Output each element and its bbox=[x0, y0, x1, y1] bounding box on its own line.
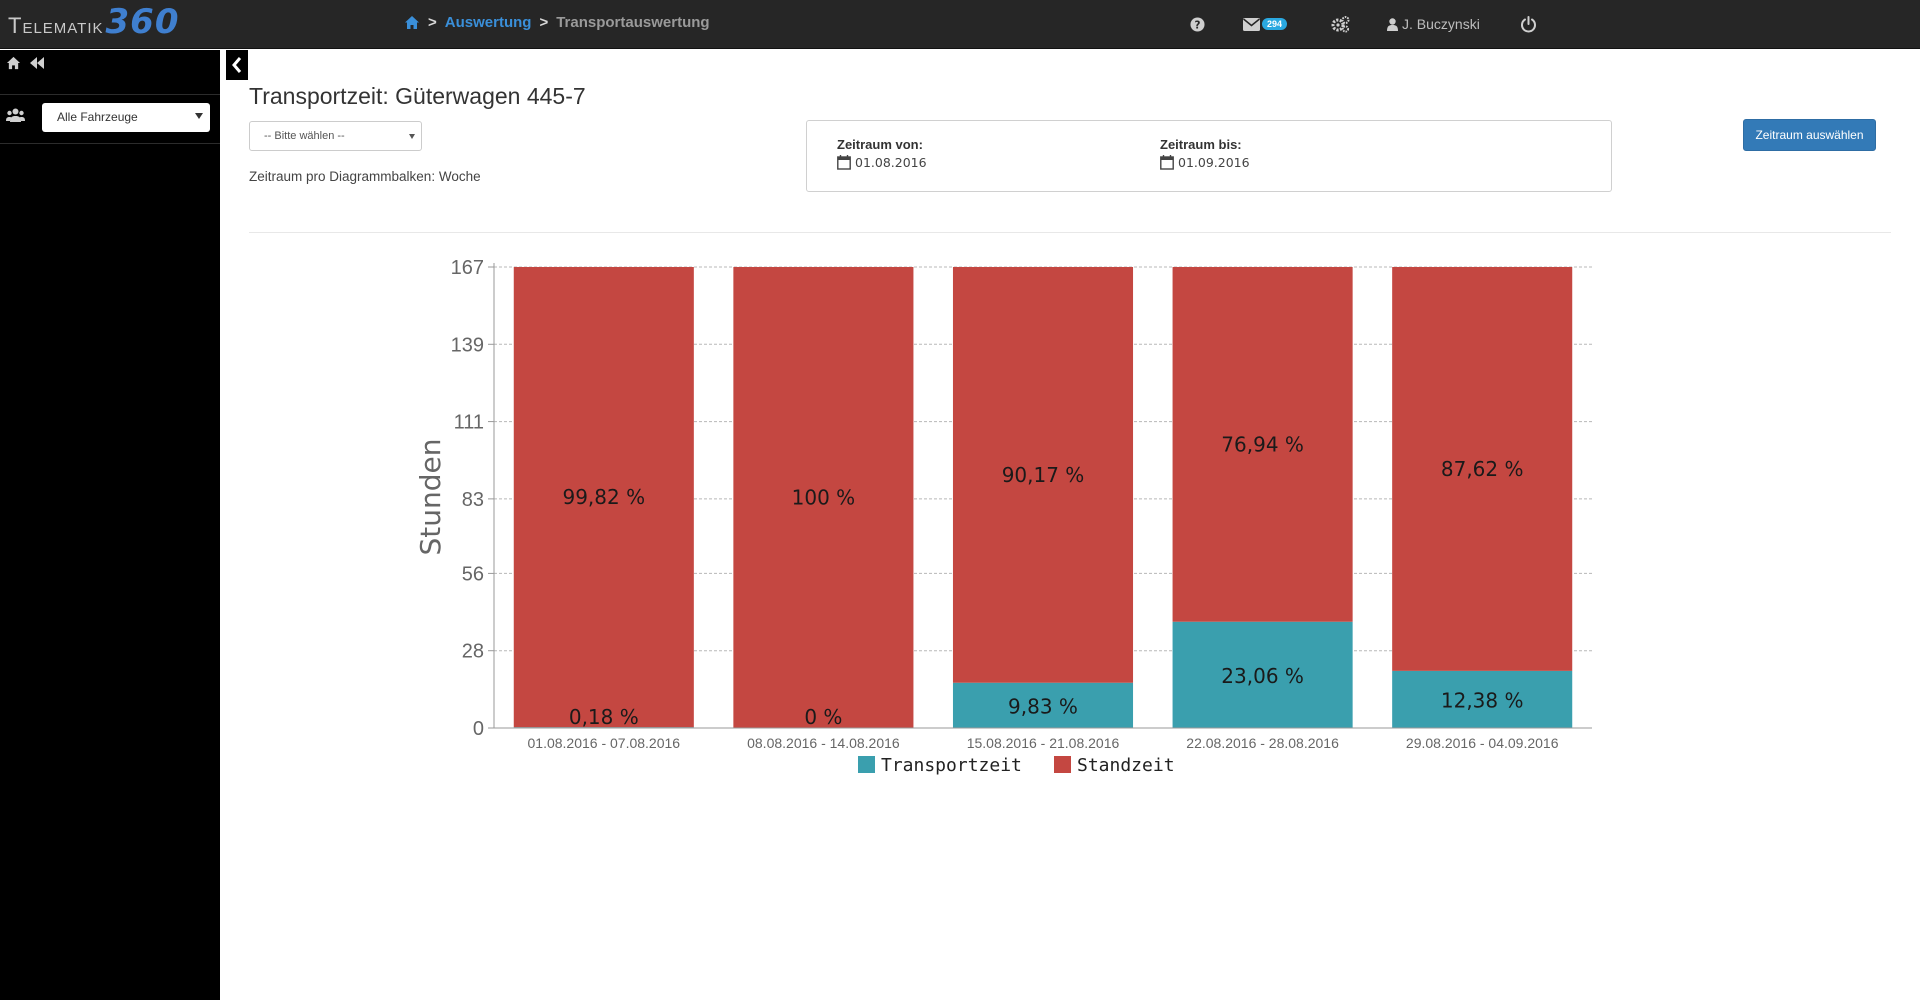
y-tick-label: 111 bbox=[454, 412, 484, 434]
messages-button[interactable]: 294 bbox=[1243, 12, 1288, 36]
transport-time-chart: 0 28 56 83 111 139 167 Stunden 0,18 % 99,82 % 01.0… bbox=[414, 257, 1592, 776]
bar-segment-transportzeit bbox=[952, 682, 1134, 728]
data-label: 90,17 % bbox=[1002, 463, 1085, 487]
date-from: Zeitraum von: 01.08.2016 bbox=[837, 137, 927, 170]
envelope-icon[interactable] bbox=[1243, 17, 1260, 31]
vehicle-select-value: Alle Fahrzeuge bbox=[57, 110, 138, 124]
x-tick-label: 22.08.2016 - 28.08.2016 bbox=[1186, 735, 1339, 751]
legend-label: Standzeit bbox=[1077, 755, 1175, 776]
logout-button[interactable] bbox=[1520, 12, 1537, 36]
logo-text: Telematik bbox=[8, 13, 104, 38]
bar-segment-standzeit bbox=[1392, 267, 1573, 671]
power-icon[interactable] bbox=[1520, 15, 1537, 33]
data-label: 23,06 % bbox=[1221, 664, 1304, 688]
breadcrumb-current: Transportauswertung bbox=[556, 14, 710, 31]
period-info: Zeitraum pro Diagrammbalken: Woche bbox=[249, 169, 481, 184]
legend-label: Transportzeit bbox=[881, 755, 1022, 776]
page-title: Transportzeit: Güterwagen 445-7 bbox=[249, 83, 586, 109]
calendar-icon bbox=[1160, 155, 1174, 170]
help-button[interactable]: ? bbox=[1190, 12, 1205, 36]
y-tick-label: 167 bbox=[451, 257, 484, 279]
content-divider bbox=[249, 232, 1891, 233]
data-label: 87,62 % bbox=[1441, 457, 1524, 481]
y-tick-label: 28 bbox=[462, 641, 484, 663]
data-label: 0,18 % bbox=[569, 705, 639, 729]
breadcrumb: > Auswertung > Transportauswertung bbox=[404, 14, 710, 31]
data-label: 76,94 % bbox=[1221, 432, 1304, 456]
username[interactable]: J. Buczynski bbox=[1402, 16, 1480, 32]
date-from-value: 01.08.2016 bbox=[855, 155, 927, 170]
breadcrumb-separator: > bbox=[428, 14, 437, 31]
legend-swatch bbox=[1054, 756, 1071, 773]
settings-button[interactable] bbox=[1331, 12, 1350, 36]
caret-down-icon bbox=[409, 134, 415, 139]
date-range-panel: Zeitraum von: 01.08.2016 Zeitraum bis: 0… bbox=[806, 120, 1612, 192]
message-count-badge: 294 bbox=[1262, 18, 1288, 30]
category-select-placeholder: -- Bitte wählen -- bbox=[264, 130, 345, 142]
bar-segment-standzeit bbox=[1172, 267, 1353, 622]
date-to-value: 01.09.2016 bbox=[1178, 155, 1250, 170]
x-tick-label: 08.08.2016 - 14.08.2016 bbox=[747, 735, 900, 751]
sidebar: Alle Fahrzeuge bbox=[0, 50, 220, 1000]
sidebar-collapse-toggle[interactable] bbox=[226, 50, 248, 80]
select-period-button[interactable]: Zeitraum auswählen bbox=[1743, 119, 1876, 151]
y-axis-label: Stunden bbox=[414, 439, 447, 556]
vehicle-select[interactable]: Alle Fahrzeuge bbox=[42, 103, 210, 132]
double-chevron-left-icon[interactable] bbox=[29, 56, 45, 70]
x-tick-label: 01.08.2016 - 07.08.2016 bbox=[528, 735, 681, 751]
data-label: 12,38 % bbox=[1441, 688, 1524, 712]
caret-down-icon bbox=[195, 113, 203, 119]
top-navbar: Telematik 360 > Auswertung > Transportau… bbox=[0, 0, 1920, 49]
calendar-icon bbox=[837, 155, 851, 170]
users-icon bbox=[6, 108, 25, 122]
sidebar-divider bbox=[0, 143, 220, 144]
breadcrumb-link-auswertung[interactable]: Auswertung bbox=[444, 14, 532, 31]
bar-segment-standzeit bbox=[952, 267, 1134, 683]
chevron-left-icon bbox=[232, 57, 242, 73]
logo-number: 360 bbox=[105, 2, 180, 42]
date-from-label: Zeitraum von: bbox=[837, 137, 923, 152]
date-to: Zeitraum bis: 01.09.2016 bbox=[1160, 137, 1250, 170]
bar-segment-transportzeit bbox=[1172, 621, 1353, 728]
x-tick-label: 29.08.2016 - 04.09.2016 bbox=[1406, 735, 1559, 751]
category-select[interactable]: -- Bitte wählen -- bbox=[249, 121, 422, 151]
legend-swatch bbox=[858, 756, 875, 773]
y-tick-label: 139 bbox=[451, 334, 484, 356]
date-to-field[interactable]: 01.09.2016 bbox=[1160, 155, 1250, 170]
date-to-label: Zeitraum bis: bbox=[1160, 137, 1242, 152]
sidebar-top-row bbox=[6, 56, 45, 70]
data-label: 9,83 % bbox=[1008, 694, 1078, 718]
home-icon[interactable] bbox=[404, 15, 420, 30]
user-menu[interactable]: J. Buczynski bbox=[1387, 12, 1480, 36]
data-label: 100 % bbox=[792, 486, 856, 510]
x-tick-label: 15.08.2016 - 21.08.2016 bbox=[967, 735, 1120, 751]
cogs-icon[interactable] bbox=[1331, 15, 1350, 33]
svg-text:?: ? bbox=[1195, 19, 1201, 31]
bar-segment-standzeit bbox=[733, 267, 914, 728]
y-tick-label: 56 bbox=[462, 563, 484, 585]
breadcrumb-separator: > bbox=[539, 14, 549, 31]
sidebar-divider bbox=[0, 94, 220, 95]
user-icon[interactable] bbox=[1387, 17, 1398, 31]
data-label: 0 % bbox=[804, 705, 842, 729]
y-tick-label: 0 bbox=[473, 718, 484, 740]
bar-segment-transportzeit bbox=[1392, 670, 1573, 728]
y-tick-label: 83 bbox=[462, 489, 484, 511]
bar-segment-standzeit bbox=[513, 267, 694, 728]
data-label: 99,82 % bbox=[562, 485, 645, 509]
home-icon[interactable] bbox=[6, 56, 21, 70]
app-logo[interactable]: Telematik 360 bbox=[8, 2, 180, 42]
question-circle-icon[interactable]: ? bbox=[1190, 16, 1205, 32]
date-from-field[interactable]: 01.08.2016 bbox=[837, 155, 927, 170]
